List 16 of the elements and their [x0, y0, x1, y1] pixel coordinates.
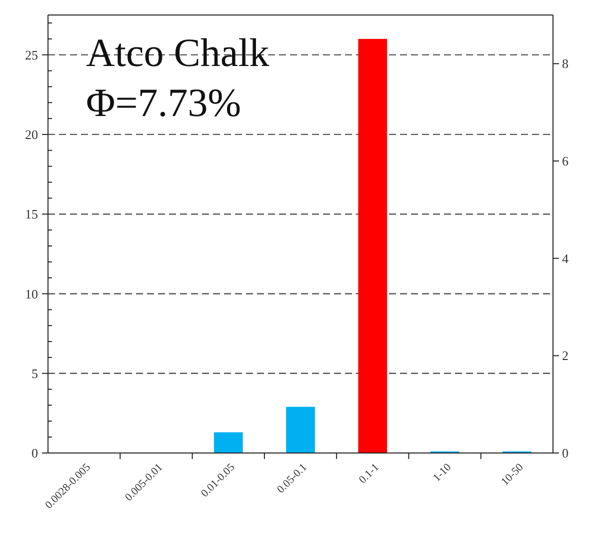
- bar: [358, 38, 388, 453]
- y-tick-label: 5: [32, 366, 38, 381]
- bar: [286, 406, 315, 453]
- y2-tick-label: 0: [562, 446, 568, 461]
- x-tick-label: 1-10: [430, 461, 454, 484]
- y-tick-label: 15: [25, 206, 38, 222]
- y2-tick-label: 6: [562, 154, 569, 169]
- annotation: Φ=7.73%: [86, 80, 242, 125]
- y2-tick-label: 2: [562, 348, 568, 364]
- y-tick-label: 20: [25, 127, 38, 142]
- y-tick-label: 25: [25, 47, 38, 62]
- y2-tick-label: 8: [562, 56, 568, 72]
- y-tick-label: 10: [25, 286, 38, 302]
- y2-tick-label: 4: [562, 250, 569, 266]
- bar: [214, 432, 243, 453]
- y-tick-label: 0: [32, 446, 38, 461]
